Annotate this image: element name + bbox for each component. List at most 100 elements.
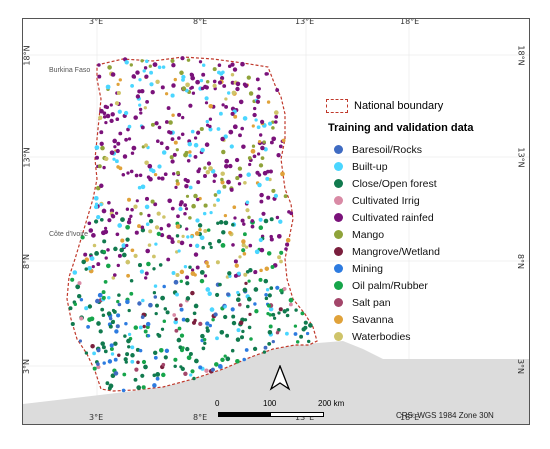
sample-point bbox=[274, 115, 279, 119]
sample-point bbox=[294, 308, 298, 312]
sample-point bbox=[216, 127, 221, 131]
map-frame: 3°E 8°E 13°E 18°E 3°E 8°E 13°E 18°E 18°N… bbox=[22, 18, 530, 425]
sample-point bbox=[169, 155, 174, 160]
sample-point bbox=[219, 329, 225, 335]
sample-point bbox=[199, 126, 204, 132]
sample-point bbox=[239, 335, 245, 340]
legend-label: Cultivated rainfed bbox=[352, 211, 434, 224]
sample-point bbox=[278, 219, 283, 224]
sample-point bbox=[240, 126, 244, 131]
sample-point bbox=[224, 104, 229, 109]
sample-point bbox=[183, 371, 188, 376]
sample-point bbox=[237, 166, 243, 171]
sample-point bbox=[127, 197, 131, 202]
sample-point bbox=[144, 276, 148, 280]
sample-point bbox=[175, 148, 179, 152]
scale-bar-graphic bbox=[218, 412, 324, 417]
sample-point bbox=[163, 307, 168, 311]
sample-point bbox=[140, 125, 145, 130]
sample-point bbox=[127, 137, 132, 141]
sample-point bbox=[251, 124, 255, 128]
legend-item: Waterbodies bbox=[334, 328, 440, 345]
sample-point bbox=[223, 314, 228, 320]
sample-point bbox=[228, 163, 233, 169]
legend-item: Mining bbox=[334, 260, 440, 277]
sample-point bbox=[157, 125, 162, 130]
sample-point bbox=[153, 355, 158, 360]
sample-point bbox=[259, 192, 264, 198]
legend-swatch bbox=[334, 196, 343, 205]
sample-point bbox=[133, 377, 138, 382]
sample-point bbox=[204, 260, 209, 265]
sample-point bbox=[94, 155, 100, 160]
sample-point bbox=[95, 185, 101, 191]
sample-point bbox=[140, 225, 145, 230]
sample-point bbox=[144, 143, 148, 148]
sample-point bbox=[223, 134, 228, 139]
sample-point bbox=[227, 271, 232, 276]
sample-point bbox=[231, 320, 237, 326]
sample-point bbox=[121, 252, 127, 258]
sample-point bbox=[142, 324, 146, 329]
sample-point bbox=[130, 207, 134, 212]
sample-point bbox=[108, 316, 113, 321]
sample-point bbox=[173, 357, 178, 362]
sample-point bbox=[242, 357, 246, 362]
legend-label: Cultivated Irrig bbox=[352, 194, 420, 207]
sample-point bbox=[193, 142, 199, 148]
sample-point bbox=[106, 248, 110, 252]
sample-point bbox=[196, 130, 201, 135]
sample-point bbox=[137, 89, 142, 94]
sample-point bbox=[235, 359, 240, 364]
sample-point bbox=[188, 154, 192, 158]
legend-swatch bbox=[334, 179, 343, 188]
legend-label: Mangrove/Wetland bbox=[352, 245, 440, 258]
sample-point bbox=[130, 353, 135, 358]
sample-point bbox=[99, 141, 104, 146]
sample-point bbox=[190, 129, 195, 134]
sample-point bbox=[173, 77, 177, 82]
sample-point bbox=[224, 97, 228, 101]
sample-point bbox=[154, 225, 160, 230]
sample-point bbox=[104, 156, 109, 161]
sample-point bbox=[306, 339, 311, 344]
sample-point bbox=[107, 218, 112, 223]
sample-point bbox=[100, 307, 105, 312]
scale-label-200: 200 km bbox=[318, 399, 345, 408]
sample-point bbox=[241, 243, 246, 248]
sample-point bbox=[103, 280, 108, 284]
sample-point bbox=[109, 343, 114, 348]
sample-point bbox=[110, 352, 115, 356]
sample-point bbox=[232, 205, 237, 210]
sample-point bbox=[118, 78, 122, 82]
sample-point bbox=[247, 215, 251, 220]
sample-point bbox=[101, 313, 106, 318]
sample-point bbox=[238, 173, 243, 178]
sample-point bbox=[216, 239, 222, 244]
sample-point bbox=[94, 251, 99, 256]
sample-point bbox=[125, 207, 130, 211]
legend-item: Baresoil/Rocks bbox=[334, 141, 440, 158]
sample-point bbox=[99, 183, 104, 189]
sample-point bbox=[116, 263, 121, 268]
sample-point bbox=[133, 115, 138, 120]
sample-point bbox=[165, 145, 170, 151]
lat-tick-18n: 18°N bbox=[22, 45, 32, 66]
sample-point bbox=[172, 313, 177, 317]
sample-point bbox=[121, 172, 126, 177]
legend-item: Cultivated Irrig bbox=[334, 192, 440, 209]
scale-label-0: 0 bbox=[215, 399, 220, 408]
sample-point bbox=[255, 99, 261, 104]
sample-point bbox=[266, 303, 271, 308]
sample-point bbox=[191, 320, 197, 325]
sample-point bbox=[208, 166, 213, 171]
sample-point bbox=[278, 144, 283, 149]
scale-bar: 0 100 200 km bbox=[215, 397, 368, 424]
sample-point bbox=[257, 87, 261, 91]
sample-point bbox=[133, 204, 138, 209]
sample-point bbox=[166, 106, 171, 111]
sample-point bbox=[187, 141, 193, 147]
sample-point bbox=[193, 252, 199, 257]
sample-point bbox=[308, 323, 313, 328]
lon-tick-13e: 13°E bbox=[295, 18, 315, 26]
